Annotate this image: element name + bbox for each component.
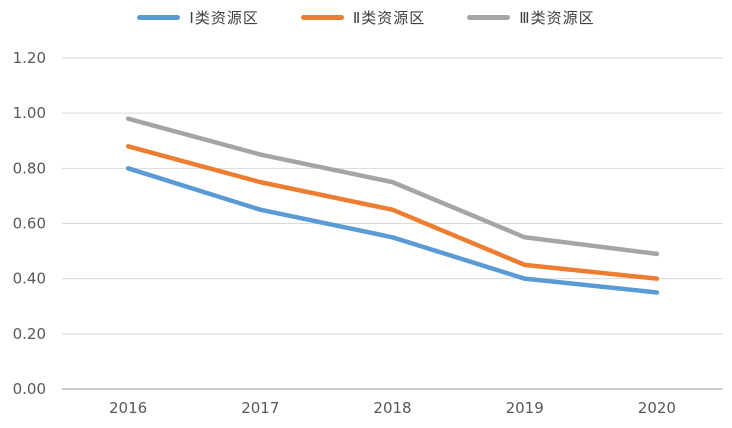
legend-line-swatch bbox=[137, 15, 181, 20]
line-series-2 bbox=[125, 144, 660, 281]
y-tick-label: 1.00 bbox=[13, 104, 46, 122]
x-tick-label: 2017 bbox=[241, 399, 279, 417]
legend-line-swatch bbox=[300, 15, 344, 20]
x-tick-label: 2020 bbox=[638, 399, 676, 417]
y-tick-label: 1.20 bbox=[13, 49, 46, 67]
y-tick-label: 0.00 bbox=[13, 380, 46, 398]
legend-label: Ⅲ类资源区 bbox=[519, 9, 595, 27]
x-tick-label: 2019 bbox=[506, 399, 544, 417]
y-tick-label: 0.60 bbox=[13, 215, 46, 233]
legend-item-1: Ⅰ类资源区 bbox=[137, 7, 258, 28]
legend-label: Ⅰ类资源区 bbox=[189, 9, 259, 27]
y-tick-label: 0.80 bbox=[13, 159, 46, 177]
legend-item-2: Ⅱ类资源区 bbox=[300, 7, 426, 28]
line-series-3 bbox=[125, 116, 660, 257]
legend-line-swatch bbox=[467, 15, 511, 20]
y-tick-label: 0.20 bbox=[13, 325, 46, 343]
legend: Ⅰ类资源区 Ⅱ类资源区 Ⅲ类资源区 bbox=[0, 7, 732, 28]
legend-item-3: Ⅲ类资源区 bbox=[467, 7, 594, 28]
legend-label: Ⅱ类资源区 bbox=[352, 9, 426, 27]
line-series-1 bbox=[125, 166, 660, 295]
y-tick-label: 0.40 bbox=[13, 270, 46, 288]
x-tick-label: 2018 bbox=[373, 399, 411, 417]
x-tick-label: 2016 bbox=[109, 399, 147, 417]
